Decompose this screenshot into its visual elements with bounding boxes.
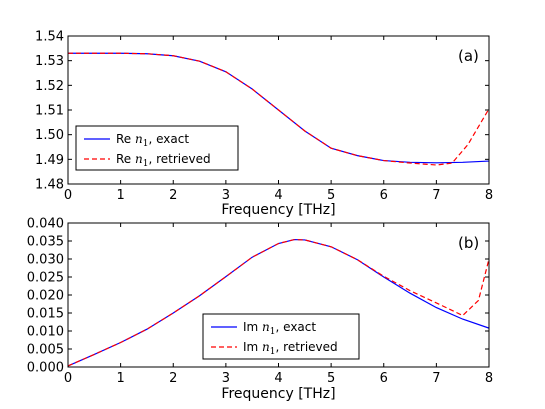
x-tick-label-a: 7 <box>432 188 440 203</box>
x-tick-label-b: 2 <box>169 371 177 386</box>
y-tick-label-b: 0.035 <box>27 235 64 250</box>
y-tick-label-b: 0.000 <box>27 361 64 376</box>
legend-b: Im n1, exact Im n1, retrieved <box>202 313 360 360</box>
y-tick-label-b: 0.015 <box>27 307 64 322</box>
x-tick-label-b: 6 <box>380 371 388 386</box>
x-tick-label-a: 1 <box>116 188 124 203</box>
panel-a: 0 1 2 3 4 5 6 7 8 1.48 1.49 1.50 1.51 1.52 1.53 1.54 (a… <box>35 30 493 219</box>
x-tick-label-b: 0 <box>64 371 72 386</box>
x-tick-label-a: 8 <box>485 188 493 203</box>
plot-frame-b <box>67 222 490 368</box>
legend-label-a-0: Re n1, exact <box>116 132 189 149</box>
series-lines-b <box>67 238 490 367</box>
series-lines-a <box>68 52 490 166</box>
x-tick-label-a: 4 <box>274 188 282 203</box>
y-tick-label-b: 0.005 <box>27 343 64 358</box>
y-tick-label-a: 1.54 <box>35 30 64 45</box>
x-tick-label-a: 5 <box>327 188 335 203</box>
x-tick-label-a: 2 <box>169 188 177 203</box>
y-tick-label-b: 0.010 <box>27 325 64 340</box>
ticks-b: 0 1 2 3 4 5 6 7 8 0.000 0.005 0.010 0.015 0.020 0.025 0… <box>27 217 493 387</box>
y-tick-label-a: 1.50 <box>35 128 64 143</box>
x-tick-label-a: 3 <box>222 188 230 203</box>
x-tick-label-b: 8 <box>485 371 493 386</box>
y-tick-label-a: 1.53 <box>35 54 64 69</box>
series-line-a-1 <box>68 52 490 166</box>
y-tick-label-b: 0.020 <box>27 289 64 304</box>
y-tick-label-b: 0.030 <box>27 253 64 268</box>
legend-a: Re n1, exact Re n1, retrieved <box>75 125 239 171</box>
legend-box-b <box>202 313 360 360</box>
x-tick-label-a: 0 <box>64 188 72 203</box>
x-axis-label-a: Frequency [THz] <box>221 202 335 218</box>
panel-b: 0 1 2 3 4 5 6 7 8 0.000 0.005 0.010 0.015 0.020 0.025 0… <box>27 217 493 403</box>
panel-label-b: (b) <box>458 234 479 252</box>
plot-frame-a <box>67 35 490 185</box>
y-tick-label-b: 0.040 <box>27 217 64 232</box>
y-tick-label-a: 1.52 <box>35 79 64 94</box>
legend-label-b-1: Im n1, retrieved <box>243 340 338 357</box>
series-line-b-1 <box>67 238 490 367</box>
y-tick-label-b: 0.025 <box>27 271 64 286</box>
x-tick-label-b: 1 <box>116 371 124 386</box>
y-tick-label-a: 1.49 <box>35 153 64 168</box>
x-tick-label-b: 4 <box>274 371 282 386</box>
x-axis-label-b: Frequency [THz] <box>221 386 335 402</box>
legend-label-b-0: Im n1, exact <box>243 320 316 337</box>
x-tick-label-a: 6 <box>380 188 388 203</box>
legend-box-a <box>75 125 239 171</box>
x-tick-label-b: 7 <box>432 371 440 386</box>
x-tick-label-b: 3 <box>222 371 230 386</box>
y-tick-label-a: 1.48 <box>35 178 64 193</box>
panel-label-a: (a) <box>458 47 479 65</box>
y-tick-label-a: 1.51 <box>35 104 64 119</box>
legend-label-a-1: Re n1, retrieved <box>116 152 211 169</box>
x-tick-label-b: 5 <box>327 371 335 386</box>
